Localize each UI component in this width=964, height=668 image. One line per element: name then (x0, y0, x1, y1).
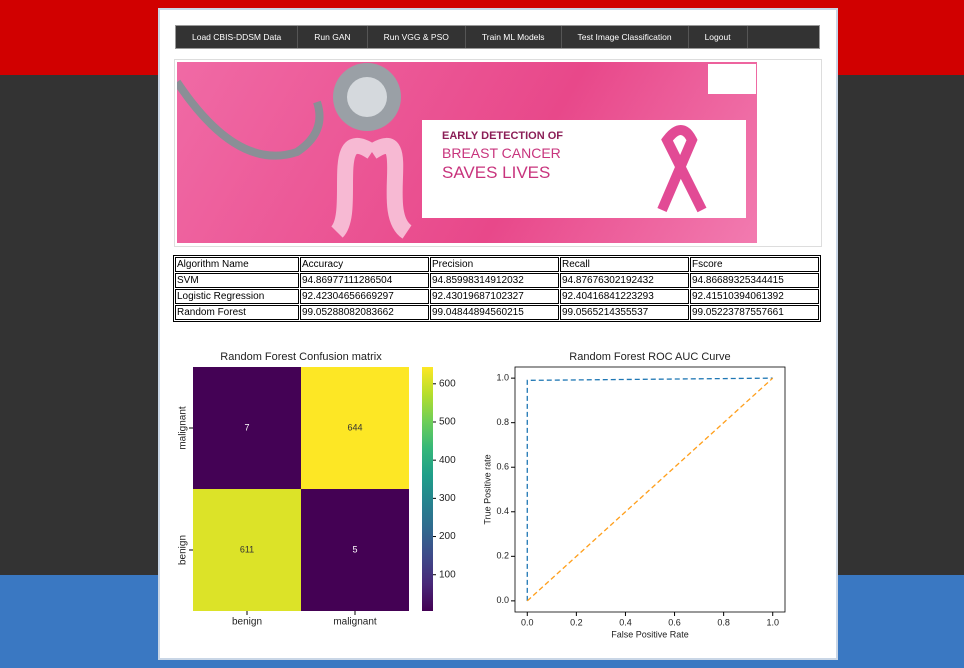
table-cell: 99.05223787557661 (690, 305, 819, 320)
nav-item[interactable]: Train ML Models (466, 26, 562, 48)
ribbon (657, 125, 707, 213)
nav-item[interactable]: Run GAN (298, 26, 368, 48)
table-cell: 94.86977111286504 (300, 273, 429, 288)
logo (708, 64, 756, 94)
cell-label: 5 (352, 544, 357, 554)
colorbar-tick-label: 100 (439, 569, 456, 580)
colorbar-tick-label: 200 (439, 531, 456, 542)
table-row: SVM 94.86977111286504 94.85998314912032 94.… (175, 273, 819, 288)
table-cell: 92.40416841223293 (560, 289, 689, 304)
table-cell: 92.41510394061392 (690, 289, 819, 304)
table-row: Algorithm Name Accuracy Precision Recall Fsc… (175, 257, 819, 272)
colorbar (422, 367, 433, 611)
table-cell: 99.04844894560215 (430, 305, 559, 320)
y-tick-label: benign (178, 535, 189, 565)
header-cell: Accuracy (300, 257, 429, 272)
banner-art (177, 63, 413, 239)
x-tick-label: malignant (333, 617, 377, 628)
table-cell: 94.85998314912032 (430, 273, 559, 288)
y-axis-label: True Positive rate (482, 454, 492, 524)
nav-item[interactable]: Run VGG & PSO (368, 26, 466, 48)
x-tick-label: 0.0 (521, 617, 534, 627)
x-tick-label: 1.0 (766, 617, 779, 627)
table-cell: 92.43019687102327 (430, 289, 559, 304)
table-cell: 92.42304656669297 (300, 289, 429, 304)
table-cell: 99.0565214355537 (560, 305, 689, 320)
table-cell: SVM (175, 273, 299, 288)
nav-item[interactable]: Test Image Classification (562, 26, 689, 48)
x-tick-label: 0.2 (570, 617, 583, 627)
cell-label: 611 (240, 544, 254, 554)
y-tick-label: 0.6 (496, 462, 509, 472)
header-cell: Algorithm Name (175, 257, 299, 272)
x-tick-label: 0.4 (619, 617, 632, 627)
x-tick-label: benign (232, 617, 262, 628)
cell-label: 644 (347, 422, 362, 432)
y-tick-label: malignant (178, 406, 189, 450)
table-cell: 99.05288082083662 (300, 305, 429, 320)
banner-line: BREAST CANCER (442, 145, 561, 161)
nav-item[interactable]: Load CBIS-DDSM Data (176, 26, 299, 48)
heatmap-cell (301, 489, 409, 611)
header-cell: Fscore (690, 257, 819, 272)
y-tick-label: 1.0 (496, 373, 509, 383)
cell-label: 7 (244, 422, 249, 432)
roc-line (526, 377, 774, 602)
y-tick-label: 0.4 (496, 506, 509, 516)
colorbar-tick-label: 300 (439, 493, 456, 504)
heatmap-cell (193, 367, 301, 489)
table-row: Random Forest 99.05288082083662 99.0484489… (175, 305, 819, 320)
x-tick-label: 0.6 (668, 617, 681, 627)
banner-image: EARLY DETECTION OF BREAST CANCER SAVES L… (177, 62, 757, 243)
x-axis-label: False Positive Rate (611, 629, 689, 639)
roc-line (526, 377, 773, 601)
table-row: Logistic Regression 92.42304656669297 92.4… (175, 289, 819, 304)
table-cell: 94.86689325344415 (690, 273, 819, 288)
results-table: Algorithm Name Accuracy Precision Recall Fsc… (173, 255, 821, 322)
heatmap-cell (193, 489, 301, 611)
y-tick-label: 0.8 (496, 417, 509, 427)
table-cell: Logistic Regression (175, 289, 299, 304)
heatmap-cell (301, 367, 409, 489)
y-tick-label: 0.0 (496, 595, 509, 605)
banner-card: EARLY DETECTION OF BREAST CANCER SAVES L… (422, 120, 746, 218)
x-tick-label: 0.8 (717, 617, 730, 627)
banner-line: EARLY DETECTION OF (442, 130, 564, 142)
nav-item[interactable]: Logout (689, 26, 748, 48)
banner-line: SAVES LIVES (442, 163, 551, 182)
chart-title: Random Forest ROC AUC Curve (569, 351, 730, 363)
table-cell: Random Forest (175, 305, 299, 320)
header-cell: Recall (560, 257, 689, 272)
banner: EARLY DETECTION OF BREAST CANCER SAVES L… (174, 59, 822, 247)
y-tick-label: 0.2 (496, 551, 509, 561)
colorbar-tick-label: 600 (439, 378, 456, 389)
axes-frame (514, 366, 786, 613)
nav-bar: Load CBIS-DDSM Data Run GAN Run VGG & PSO T… (175, 25, 820, 49)
colorbar-tick-label: 500 (439, 417, 456, 428)
chart-title: Random Forest Confusion matrix (220, 351, 382, 363)
colorbar-tick-label: 400 (439, 455, 456, 466)
header-cell: Precision (430, 257, 559, 272)
table-cell: 94.87676302192432 (560, 273, 689, 288)
